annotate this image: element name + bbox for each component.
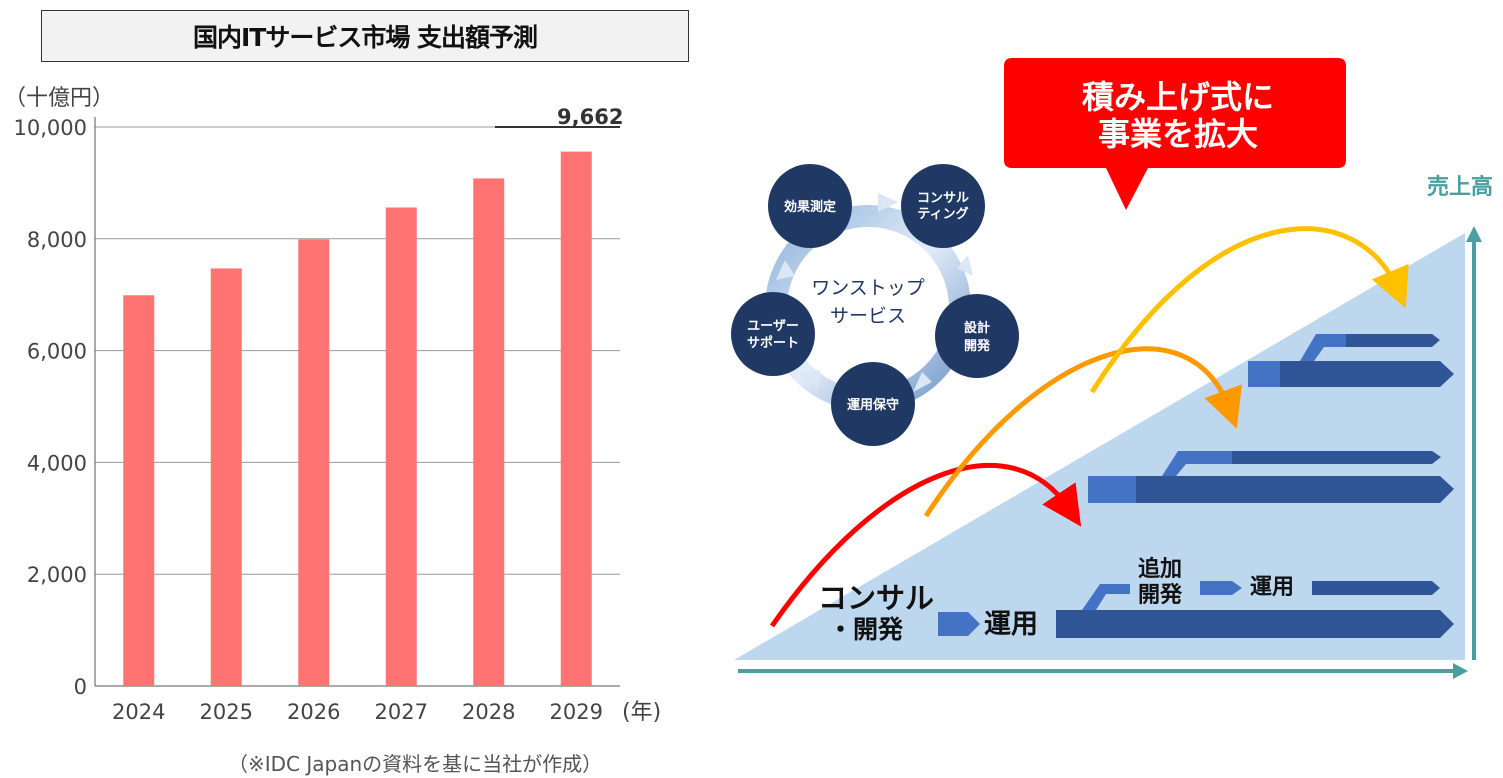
stage-2-start (1088, 476, 1136, 503)
label-consul: コンサル (818, 581, 934, 615)
stage-3-main-bar (1280, 361, 1454, 387)
cycle-item-effect-measure: 効果測定 (768, 164, 852, 248)
stage-1-main-bar (1056, 610, 1454, 638)
x-tick-label: 2024 (112, 700, 165, 724)
bar (473, 178, 505, 687)
stage-1-add-ops-arrow (1200, 581, 1242, 595)
stage-2 (1088, 451, 1454, 503)
label-add-dev-2: 開発 (1138, 583, 1183, 608)
y-tick-label: 6,000 (27, 340, 87, 364)
cycle-item-design-dev: 設計 開発 (935, 294, 1019, 378)
stage-2-main-bar (1136, 476, 1454, 503)
cycle-center-line-2: サービス (830, 305, 906, 327)
business-growth-diagram: 売上高 積み上げ式に 事業を拡大 ワンストップ サービス コンサル ティング 設… (731, 58, 1493, 679)
cycle-item-design-dev-line-2: 開発 (964, 338, 991, 354)
cycle-item-effect-measure-line-1: 効果測定 (784, 199, 836, 215)
stage-3-branch (1300, 334, 1346, 361)
stage-3-start (1248, 361, 1280, 387)
yellow-growth-arrow (1089, 226, 1409, 394)
one-stop-cycle: ワンストップ サービス コンサル ティング 設計 開発 運用保守 ユーザー サポ… (731, 164, 1019, 446)
label-ops: 運用 (984, 609, 1038, 640)
stage-2-branch (1162, 451, 1232, 476)
y-tick-label: 4,000 (27, 451, 87, 475)
cycle-item-operations: 運用保守 (831, 362, 915, 446)
x-axis-unit-label: (年) (622, 700, 662, 725)
x-tick-label: 2027 (375, 700, 428, 724)
stage-1-ops-arrow (938, 612, 980, 636)
cycle-item-operations-line-1: 運用保守 (847, 397, 899, 413)
cycle-item-consulting: コンサル ティング (901, 164, 985, 248)
value-annotation: 9,662 (557, 105, 623, 129)
x-tick-label: 2028 (462, 700, 515, 724)
callout-line-2: 事業を拡大 (1098, 115, 1258, 153)
y-tick-label: 2,000 (27, 563, 87, 587)
growth-triangle (734, 233, 1465, 660)
callout: 積み上げ式に 事業を拡大 (1004, 58, 1346, 210)
x-tick-label: 2025 (200, 700, 253, 724)
label-consul-dev: ・開発 (828, 615, 904, 644)
callout-line-1: 積み上げ式に (1082, 78, 1274, 116)
cycle-item-consulting-line-2: ティング (917, 206, 968, 222)
bar (123, 295, 155, 686)
stage-1 (938, 581, 1454, 638)
stage-1-upper-bar (1312, 581, 1440, 595)
bar (210, 268, 242, 686)
y-tick-label: 0 (74, 675, 87, 699)
sales-label: 売上高 (1427, 174, 1493, 200)
cycle-item-user-support-line-2: サポート (747, 335, 799, 351)
orange-growth-arrow (923, 346, 1242, 518)
x-axis-arrow (738, 663, 1468, 679)
cycle-item-consulting-line-1: コンサル (917, 191, 969, 206)
bar (385, 207, 417, 686)
stage-1-branch (1082, 584, 1130, 610)
bar-chart: 0 2,000 4,000 6,000 8,000 10,000 2024 2025 2026 2… (14, 105, 624, 724)
cycle-item-user-support-line-1: ユーザー (747, 319, 799, 334)
bar (560, 151, 592, 686)
bar (298, 239, 330, 686)
stage-2-upper-bar (1232, 451, 1441, 464)
x-tick-label: 2029 (550, 700, 603, 724)
chart-title: 国内ITサービス市場 支出額予測 (41, 10, 689, 62)
y-tick-label: 10,000 (14, 116, 87, 140)
source-note: （※IDC Japanの資料を基に当社が作成） (228, 752, 603, 776)
label-add-dev-1: 追加 (1138, 556, 1182, 582)
cycle-item-user-support: ユーザー サポート (731, 292, 815, 376)
y-axis-unit-label: （十億円） (4, 86, 115, 111)
stage-3-upper-bar (1346, 334, 1440, 347)
stage-3 (1248, 334, 1454, 387)
red-growth-arrow (769, 462, 1082, 628)
y-tick-label: 8,000 (27, 228, 87, 252)
cycle-center-line-1: ワンストップ (811, 277, 925, 299)
y-axis-arrow (1466, 226, 1482, 660)
x-tick-label: 2026 (287, 700, 340, 724)
cycle-item-design-dev-line-1: 設計 (964, 320, 990, 336)
label-ops-2: 運用 (1250, 575, 1294, 600)
